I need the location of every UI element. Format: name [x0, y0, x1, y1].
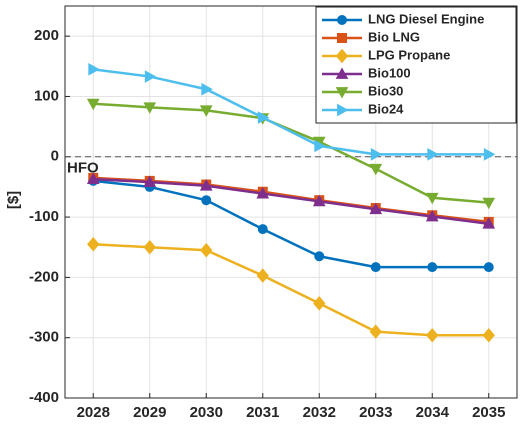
marker — [87, 236, 100, 252]
marker — [483, 148, 496, 161]
marker — [369, 202, 383, 215]
marker — [199, 105, 213, 117]
plot-frame — [64, 5, 518, 399]
x-tick-label: 2031 — [246, 404, 279, 421]
series-line — [93, 179, 489, 269]
marker — [425, 209, 439, 222]
marker — [143, 102, 157, 114]
marker — [312, 194, 326, 207]
marker — [482, 328, 495, 343]
marker — [201, 195, 212, 206]
marker — [369, 163, 383, 176]
marker — [369, 324, 382, 339]
marker — [425, 192, 439, 205]
y-tick-label: -300 — [29, 329, 59, 346]
marker — [337, 103, 349, 117]
series-line — [93, 177, 489, 225]
marker — [256, 187, 270, 199]
marker — [370, 148, 383, 161]
marker — [199, 179, 213, 191]
marker — [88, 62, 100, 76]
x-tick-label: 2028 — [77, 404, 110, 421]
marker — [144, 70, 157, 83]
annotation: HFO — [67, 160, 99, 177]
y-tick-label: 0 — [51, 148, 59, 165]
x-tick-label: 2034 — [416, 404, 450, 421]
marker — [86, 98, 100, 111]
marker — [313, 296, 326, 311]
marker — [482, 197, 496, 210]
series-line — [93, 242, 489, 337]
marker — [86, 172, 100, 184]
marker — [200, 242, 213, 258]
marker — [143, 175, 157, 187]
marker — [335, 67, 349, 79]
y-tick-label: -400 — [29, 389, 59, 406]
marker — [335, 48, 349, 64]
legend-label: Bio LNG — [368, 29, 420, 44]
legend-box — [315, 6, 517, 124]
y-tick-label: 200 — [34, 27, 59, 44]
x-tick-label: 2030 — [190, 404, 223, 421]
legend-label: LPG Propane — [368, 47, 450, 62]
x-tick-label: 2033 — [359, 404, 392, 421]
marker — [335, 87, 349, 99]
marker — [427, 262, 438, 273]
legend-label: Bio24 — [368, 101, 404, 116]
marker — [314, 251, 325, 262]
legend-label: LNG Diesel Engine — [368, 11, 484, 26]
marker — [314, 139, 326, 153]
marker — [337, 15, 347, 25]
y-tick-label: -100 — [29, 208, 59, 225]
legend-label: Bio100 — [368, 65, 411, 80]
marker — [257, 111, 270, 124]
marker — [427, 148, 439, 161]
marker — [201, 82, 213, 96]
legend-label: Bio30 — [368, 83, 403, 98]
y-tick-label: -200 — [29, 268, 59, 285]
marker — [482, 217, 496, 229]
y-axis-label: [$] — [5, 191, 22, 209]
series-line — [93, 102, 489, 204]
marker — [337, 33, 347, 43]
x-tick-label: 2032 — [303, 404, 336, 421]
marker — [483, 262, 494, 273]
marker — [257, 224, 268, 235]
y-tick-label: 100 — [34, 87, 59, 104]
marker — [426, 328, 439, 343]
x-tick-label: 2035 — [472, 404, 505, 421]
marker — [143, 239, 156, 255]
marker — [370, 262, 381, 273]
series-line — [93, 68, 489, 156]
marker — [256, 268, 269, 283]
x-tick-label: 2029 — [133, 404, 166, 421]
legend: LNG Diesel Engine Bio LNG LPG Propane Bio10… — [315, 6, 517, 124]
